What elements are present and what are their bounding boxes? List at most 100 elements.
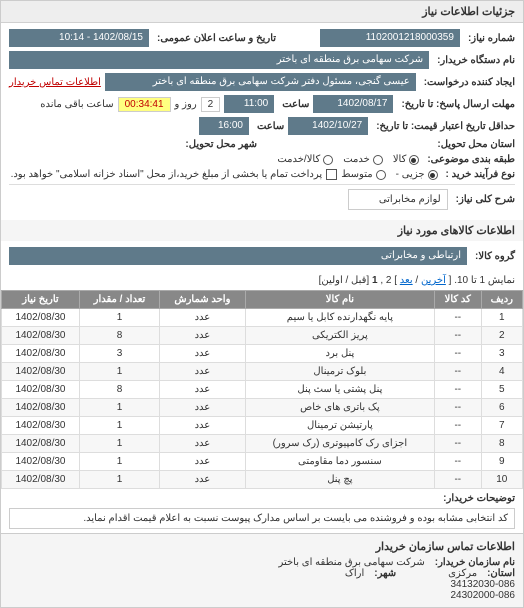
table-cell: --	[435, 381, 482, 399]
table-cell: --	[435, 327, 482, 345]
buy-option-jozi[interactable]: جزیی -	[396, 169, 438, 180]
radio-icon	[376, 170, 386, 180]
footer-phone2: 24302000-086	[9, 590, 515, 601]
table-header: تعداد / مقدار	[79, 291, 159, 309]
table-row[interactable]: 3--پنل بردعدد31402/08/30	[2, 345, 523, 363]
table-cell: 1	[481, 309, 522, 327]
goods-section-title: اطلاعات کالاهای مورد نیاز	[1, 220, 523, 241]
table-cell: سنسور دما مقاومتی	[245, 453, 434, 471]
table-cell: 8	[481, 435, 522, 453]
table-cell: 3	[481, 345, 522, 363]
table-cell: 1402/08/30	[2, 327, 80, 345]
validity-time: 16:00	[199, 117, 249, 135]
table-cell: 1	[79, 417, 159, 435]
remain-days: 2	[201, 97, 221, 112]
table-cell: عدد	[160, 309, 246, 327]
category-label: طبقه بندی موضوعی:	[427, 154, 515, 165]
cat-option-kala[interactable]: کالا	[393, 154, 420, 165]
table-row[interactable]: 5--پنل پشتی یا سث پنلعدد81402/08/30	[2, 381, 523, 399]
table-cell: --	[435, 417, 482, 435]
table-cell: 1402/08/30	[2, 345, 80, 363]
table-cell: عدد	[160, 417, 246, 435]
treasury-checkbox[interactable]	[326, 169, 337, 180]
validity-date: 1402/10/27	[288, 117, 368, 135]
table-cell: 1402/08/30	[2, 381, 80, 399]
footer-state-label: استان:	[487, 568, 515, 579]
table-header: نام کالا	[245, 291, 434, 309]
radio-icon	[373, 155, 383, 165]
table-cell: --	[435, 453, 482, 471]
table-cell: عدد	[160, 453, 246, 471]
time-label-1: ساعت	[282, 99, 309, 110]
buyer-contact-section: اطلاعات تماس سازمان خریدار نام سازمان خر…	[1, 533, 523, 607]
table-row[interactable]: 7--پارتیشن ترمینالعدد11402/08/30	[2, 417, 523, 435]
table-cell: 10	[481, 471, 522, 489]
table-cell: 1402/08/30	[2, 309, 80, 327]
pager-last[interactable]: آخرین	[421, 275, 446, 286]
table-cell: 1	[79, 453, 159, 471]
table-header: ردیف	[481, 291, 522, 309]
buyer-org-value: شرکت سهامی برق منطقه ای باختر	[9, 51, 429, 69]
table-row[interactable]: 2--پریز الکتریکیعدد81402/08/30	[2, 327, 523, 345]
validity-label: حداقل تاریخ اعتبار قیمت: تا تاریخ:	[376, 121, 515, 132]
category-radios: کالا خدمت کالا/خدمت	[277, 154, 419, 165]
table-cell: --	[435, 363, 482, 381]
need-details-panel: جزئیات اطلاعات نیاز شماره نیاز: 11020012…	[0, 0, 524, 608]
table-cell: بلوک ترمینال	[245, 363, 434, 381]
buy-type-radios: جزیی - متوسط	[341, 169, 437, 180]
table-row[interactable]: 10--پچ پنلعدد11402/08/30	[2, 471, 523, 489]
buyer-org-label: نام دستگاه خریدار:	[437, 55, 515, 66]
pager-next[interactable]: بعد	[400, 275, 413, 286]
table-cell: 7	[481, 417, 522, 435]
table-cell: 1402/08/30	[2, 471, 80, 489]
treasury-note: پرداخت تمام یا بخشی از مبلغ خرید،از محل …	[11, 169, 323, 180]
table-cell: 1402/08/30	[2, 435, 80, 453]
table-cell: 1	[79, 435, 159, 453]
public-date-value: 1402/08/15 - 10:14	[9, 29, 149, 47]
table-row[interactable]: 8--اجزای رک کامپیوتری (رک سرور)عدد11402/…	[2, 435, 523, 453]
table-cell: پایه نگهدارنده کابل یا سیم	[245, 309, 434, 327]
table-row[interactable]: 4--بلوک ترمینالعدد11402/08/30	[2, 363, 523, 381]
buy-type-label: نوع فرآیند خرید :	[446, 169, 515, 180]
table-cell: 1402/08/30	[2, 417, 80, 435]
table-row[interactable]: 6--پک باتری های خاصعدد11402/08/30	[2, 399, 523, 417]
footer-title: اطلاعات تماس سازمان خریدار	[13, 540, 515, 553]
time-label-2: ساعت	[257, 121, 284, 132]
table-cell: عدد	[160, 345, 246, 363]
buy-option-motavaset[interactable]: متوسط	[341, 169, 385, 180]
table-cell: 1	[79, 399, 159, 417]
table-header: تاریخ نیاز	[2, 291, 80, 309]
table-cell: پنل پشتی یا سث پنل	[245, 381, 434, 399]
requester-label: ایجاد کننده درخواست:	[424, 77, 515, 88]
remain-time: 00:34:41	[118, 97, 171, 112]
req-number-label: شماره نیاز:	[468, 33, 515, 44]
table-cell: 2	[481, 327, 522, 345]
cat-option-both[interactable]: کالا/خدمت	[277, 154, 333, 165]
table-row[interactable]: 1--پایه نگهدارنده کابل یا سیمعدد11402/08…	[2, 309, 523, 327]
table-cell: پریز الکتریکی	[245, 327, 434, 345]
table-cell: --	[435, 471, 482, 489]
table-cell: پک باتری های خاص	[245, 399, 434, 417]
deadline-label: مهلت ارسال پاسخ: تا تاریخ:	[401, 99, 515, 110]
req-number-value: 1102001218000359	[320, 29, 460, 47]
goods-group-label: گروه کالا:	[475, 251, 515, 262]
table-cell: 9	[481, 453, 522, 471]
footer-state: مرکزی	[448, 568, 477, 579]
table-header: کد کالا	[435, 291, 482, 309]
table-cell: عدد	[160, 471, 246, 489]
table-cell: پنل برد	[245, 345, 434, 363]
table-cell: عدد	[160, 327, 246, 345]
footer-org: شرکت سهامی برق منطقه ای باختر	[278, 557, 424, 568]
cat-option-khedmat[interactable]: خدمت	[343, 154, 383, 165]
table-header-row: ردیفکد کالانام کالاواحد شمارشتعداد / مقد…	[2, 291, 523, 309]
public-date-label: تاریخ و ساعت اعلان عمومی:	[157, 33, 276, 44]
table-row[interactable]: 9--سنسور دما مقاومتیعدد11402/08/30	[2, 453, 523, 471]
table-cell: پارتیشن ترمینال	[245, 417, 434, 435]
form-area: شماره نیاز: 1102001218000359 تاریخ و ساع…	[1, 23, 523, 220]
footer-city-label: شهر:	[374, 568, 396, 579]
need-title-label: شرح کلی نیاز:	[456, 194, 515, 205]
table-cell: پچ پنل	[245, 471, 434, 489]
buyer-contact-link[interactable]: اطلاعات تماس خریدار	[9, 77, 101, 88]
radio-icon	[428, 170, 438, 180]
table-cell: 4	[481, 363, 522, 381]
